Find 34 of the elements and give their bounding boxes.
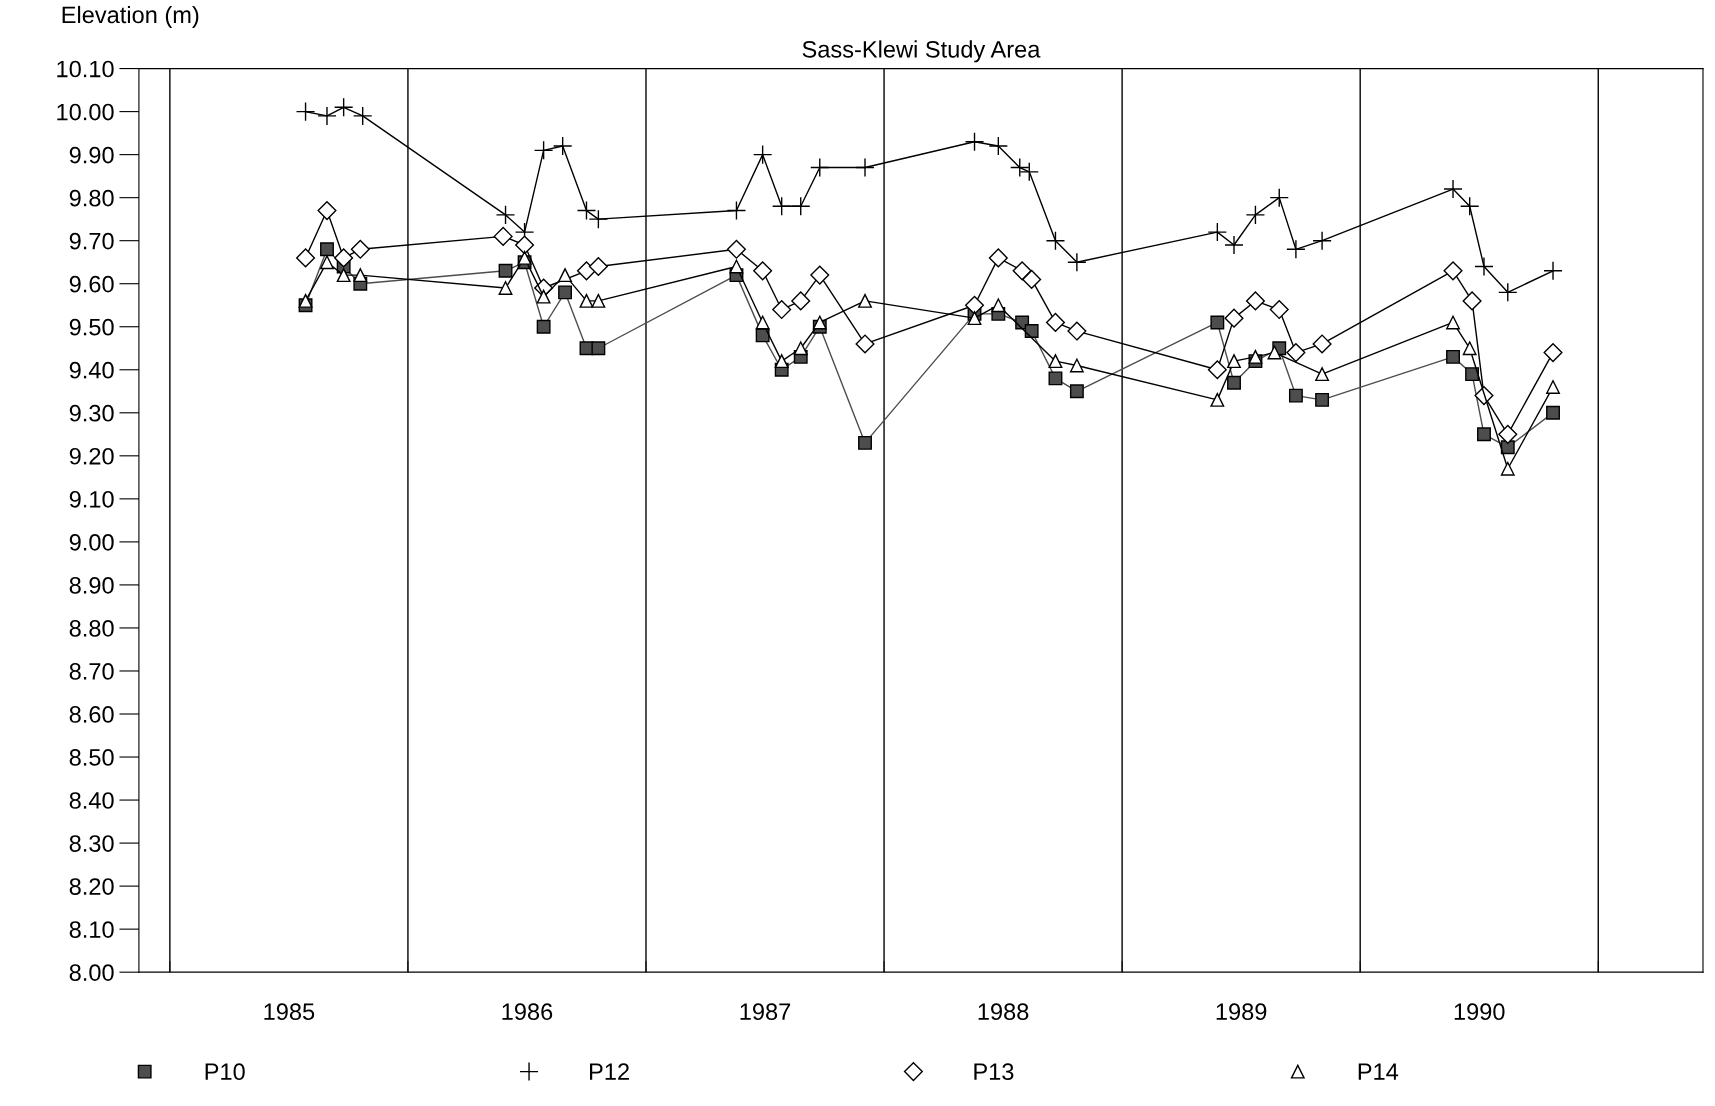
y-tick-label: 8.70 <box>69 663 114 680</box>
y-tick-label: 9.60 <box>69 275 114 293</box>
y-tick-label: 9.70 <box>69 232 114 250</box>
y-tick-label: 9.80 <box>69 189 114 207</box>
y-tick-label: 8.60 <box>69 706 114 723</box>
y-tick-label: 8.40 <box>69 792 114 809</box>
y-tick-label: 9.50 <box>69 318 114 336</box>
y-tick-label: 9.30 <box>69 404 114 422</box>
y-tick-label: 9.00 <box>69 533 114 551</box>
chart-title: Sass-Klewi Study Area <box>802 40 1041 63</box>
x-tick-label: 1989 <box>1216 1003 1267 1021</box>
y-tick-label: 9.10 <box>69 490 114 508</box>
y-tick-label: 8.30 <box>69 835 114 852</box>
x-tick-label: 1986 <box>502 1003 553 1021</box>
y-tick-label: 8.20 <box>69 878 114 895</box>
legend-label: P12 <box>590 1063 629 1080</box>
y-tick-label: 8.80 <box>69 620 114 637</box>
y-tick-label: 8.10 <box>69 921 114 938</box>
y-tick-label: 10.10 <box>57 60 114 78</box>
y-tick-label: 10.00 <box>57 103 114 121</box>
x-tick-label: 1987 <box>740 1003 791 1021</box>
legend-label: P14 <box>1358 1063 1399 1080</box>
legend-label: P13 <box>974 1063 1014 1081</box>
y-tick-label: 9.90 <box>69 146 114 164</box>
x-tick-label: 1985 <box>264 1003 315 1021</box>
y-tick-label: 8.50 <box>69 749 114 766</box>
y-axis-title: Elevation (m) <box>62 5 199 28</box>
y-tick-label: 9.20 <box>69 447 114 465</box>
y-tick-label: 8.90 <box>69 576 114 594</box>
y-tick-label: 9.40 <box>69 361 114 379</box>
legend-label: P10 <box>205 1063 245 1081</box>
x-tick-label: 1988 <box>978 1003 1029 1021</box>
y-tick-label: 8.00 <box>69 964 114 981</box>
x-tick-label: 1990 <box>1454 1003 1505 1021</box>
